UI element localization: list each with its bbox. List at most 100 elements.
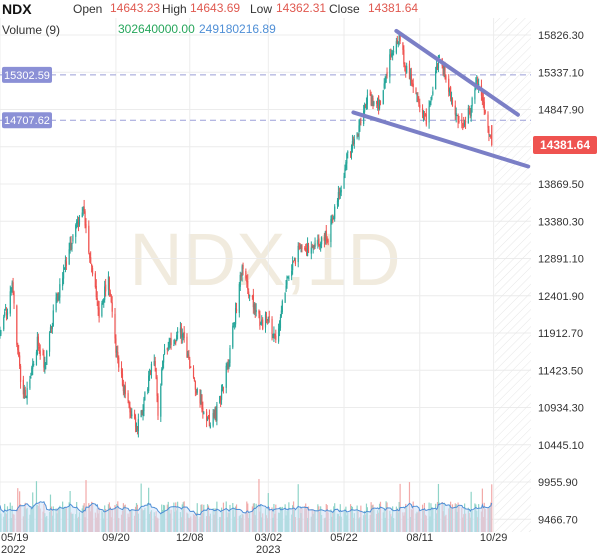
candle-body (253, 303, 255, 310)
candle-body (127, 393, 129, 401)
candle-body (358, 125, 360, 139)
candle (121, 368, 124, 387)
candle-body (293, 260, 296, 262)
candle (484, 109, 486, 115)
candle-body (120, 367, 123, 374)
candle (247, 274, 249, 295)
candle-body (35, 352, 38, 366)
candle-body (102, 300, 104, 304)
candle-body (207, 416, 210, 418)
candle-body (284, 293, 286, 303)
candle-body (199, 389, 201, 404)
candle-body (180, 327, 182, 338)
candle-body (340, 189, 342, 193)
candle-body (339, 191, 341, 195)
candle (396, 35, 398, 45)
candle-body (122, 384, 125, 392)
candle (251, 295, 254, 300)
candle-body (111, 302, 113, 312)
candle-body (142, 410, 144, 416)
candle (462, 122, 464, 131)
candle (334, 204, 336, 222)
candle-body (59, 284, 61, 298)
candle (207, 414, 210, 420)
candle-body (85, 223, 87, 228)
candle (284, 292, 286, 304)
candle-body (33, 363, 35, 366)
candle-body (239, 274, 241, 287)
candle-body (320, 237, 323, 245)
candle-body (262, 319, 264, 330)
candle (144, 391, 146, 401)
candle-body (9, 291, 11, 314)
candle (25, 395, 27, 399)
candle (148, 370, 150, 393)
candle (216, 401, 218, 426)
candle-body (391, 53, 393, 56)
trendlines[interactable] (351, 28, 531, 169)
candle (490, 134, 492, 139)
lower-trendline[interactable] (351, 110, 531, 169)
candle (150, 361, 153, 379)
candle-body (140, 410, 142, 418)
candle-body (90, 257, 92, 264)
candle (174, 338, 176, 345)
price-axis[interactable]: 15826.3015337.1014847.9014358.7013869.50… (533, 30, 597, 526)
upper-trendline[interactable] (394, 28, 520, 117)
candle (189, 356, 191, 370)
candle (330, 215, 332, 248)
candle (19, 352, 21, 369)
candle-body (208, 414, 211, 427)
candle-body (278, 326, 281, 330)
candle-body (175, 340, 177, 344)
candle-body (305, 247, 307, 252)
candle-body (346, 153, 348, 164)
candle-body (306, 244, 309, 256)
candle-body (39, 350, 41, 356)
candle-body (97, 301, 99, 310)
candle (253, 302, 255, 315)
candle (268, 310, 270, 323)
candle-body (488, 129, 490, 135)
candle-body (62, 271, 65, 279)
candle (157, 393, 159, 420)
candle (89, 252, 91, 263)
candle-body (6, 312, 9, 315)
candle-body (279, 317, 282, 328)
candle (397, 41, 399, 48)
candle (181, 328, 183, 344)
candle (135, 422, 138, 432)
candle-body (455, 113, 457, 116)
candle (438, 54, 440, 59)
candle-body (304, 248, 306, 250)
candle (324, 230, 326, 245)
candle (371, 94, 373, 107)
candle (464, 119, 466, 128)
candle (83, 199, 85, 214)
candle (136, 425, 139, 435)
candle (306, 243, 308, 257)
candle-body (116, 351, 118, 353)
candle (281, 299, 283, 315)
candle-body (411, 82, 413, 85)
candle-body (272, 333, 274, 335)
candle (463, 116, 465, 129)
candle (33, 360, 35, 367)
candle (424, 112, 426, 117)
candle (32, 358, 34, 376)
y-tick-label: 9466.70 (538, 514, 578, 526)
candle (48, 331, 51, 357)
candle (187, 350, 189, 358)
candle (134, 414, 137, 433)
candle-body (372, 97, 374, 106)
candle-body (30, 377, 32, 379)
candle (6, 308, 9, 320)
candle-body (77, 222, 80, 226)
candle-body (235, 308, 238, 311)
candle (254, 302, 256, 319)
candle-body (271, 318, 273, 335)
candle-body (319, 244, 321, 247)
candle-body (222, 387, 225, 389)
